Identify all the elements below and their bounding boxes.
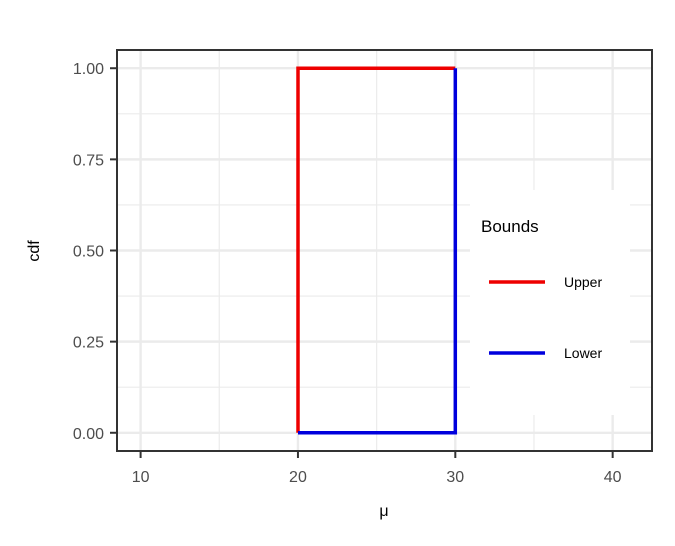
y-tick-label: 0.50 [73, 244, 104, 261]
legend-label-lower: Lower [564, 345, 602, 361]
y-tick-label: 0.75 [73, 152, 104, 169]
legend-title: Bounds [481, 217, 539, 236]
legend-label-upper: Upper [564, 274, 602, 290]
series-layer [296, 66, 458, 435]
legend: Bounds Upper Lower [470, 190, 630, 415]
x-tick-label: 10 [132, 469, 150, 486]
x-axis-title: μ [379, 503, 388, 520]
x-tick-label: 30 [446, 469, 464, 486]
x-axis: 10 20 30 40 [132, 451, 622, 486]
y-tick-label: 0.25 [73, 335, 104, 352]
y-axis: 0.00 0.25 0.50 0.75 1.00 [73, 61, 117, 443]
x-tick-label: 40 [604, 469, 622, 486]
y-tick-label: 0.00 [73, 426, 104, 443]
series-line-lower [298, 68, 458, 435]
y-axis-title: cdf [26, 240, 43, 262]
legend-background [470, 190, 630, 415]
y-tick-label: 1.00 [73, 61, 104, 78]
x-tick-label: 20 [289, 469, 307, 486]
series-line-upper [296, 66, 456, 433]
